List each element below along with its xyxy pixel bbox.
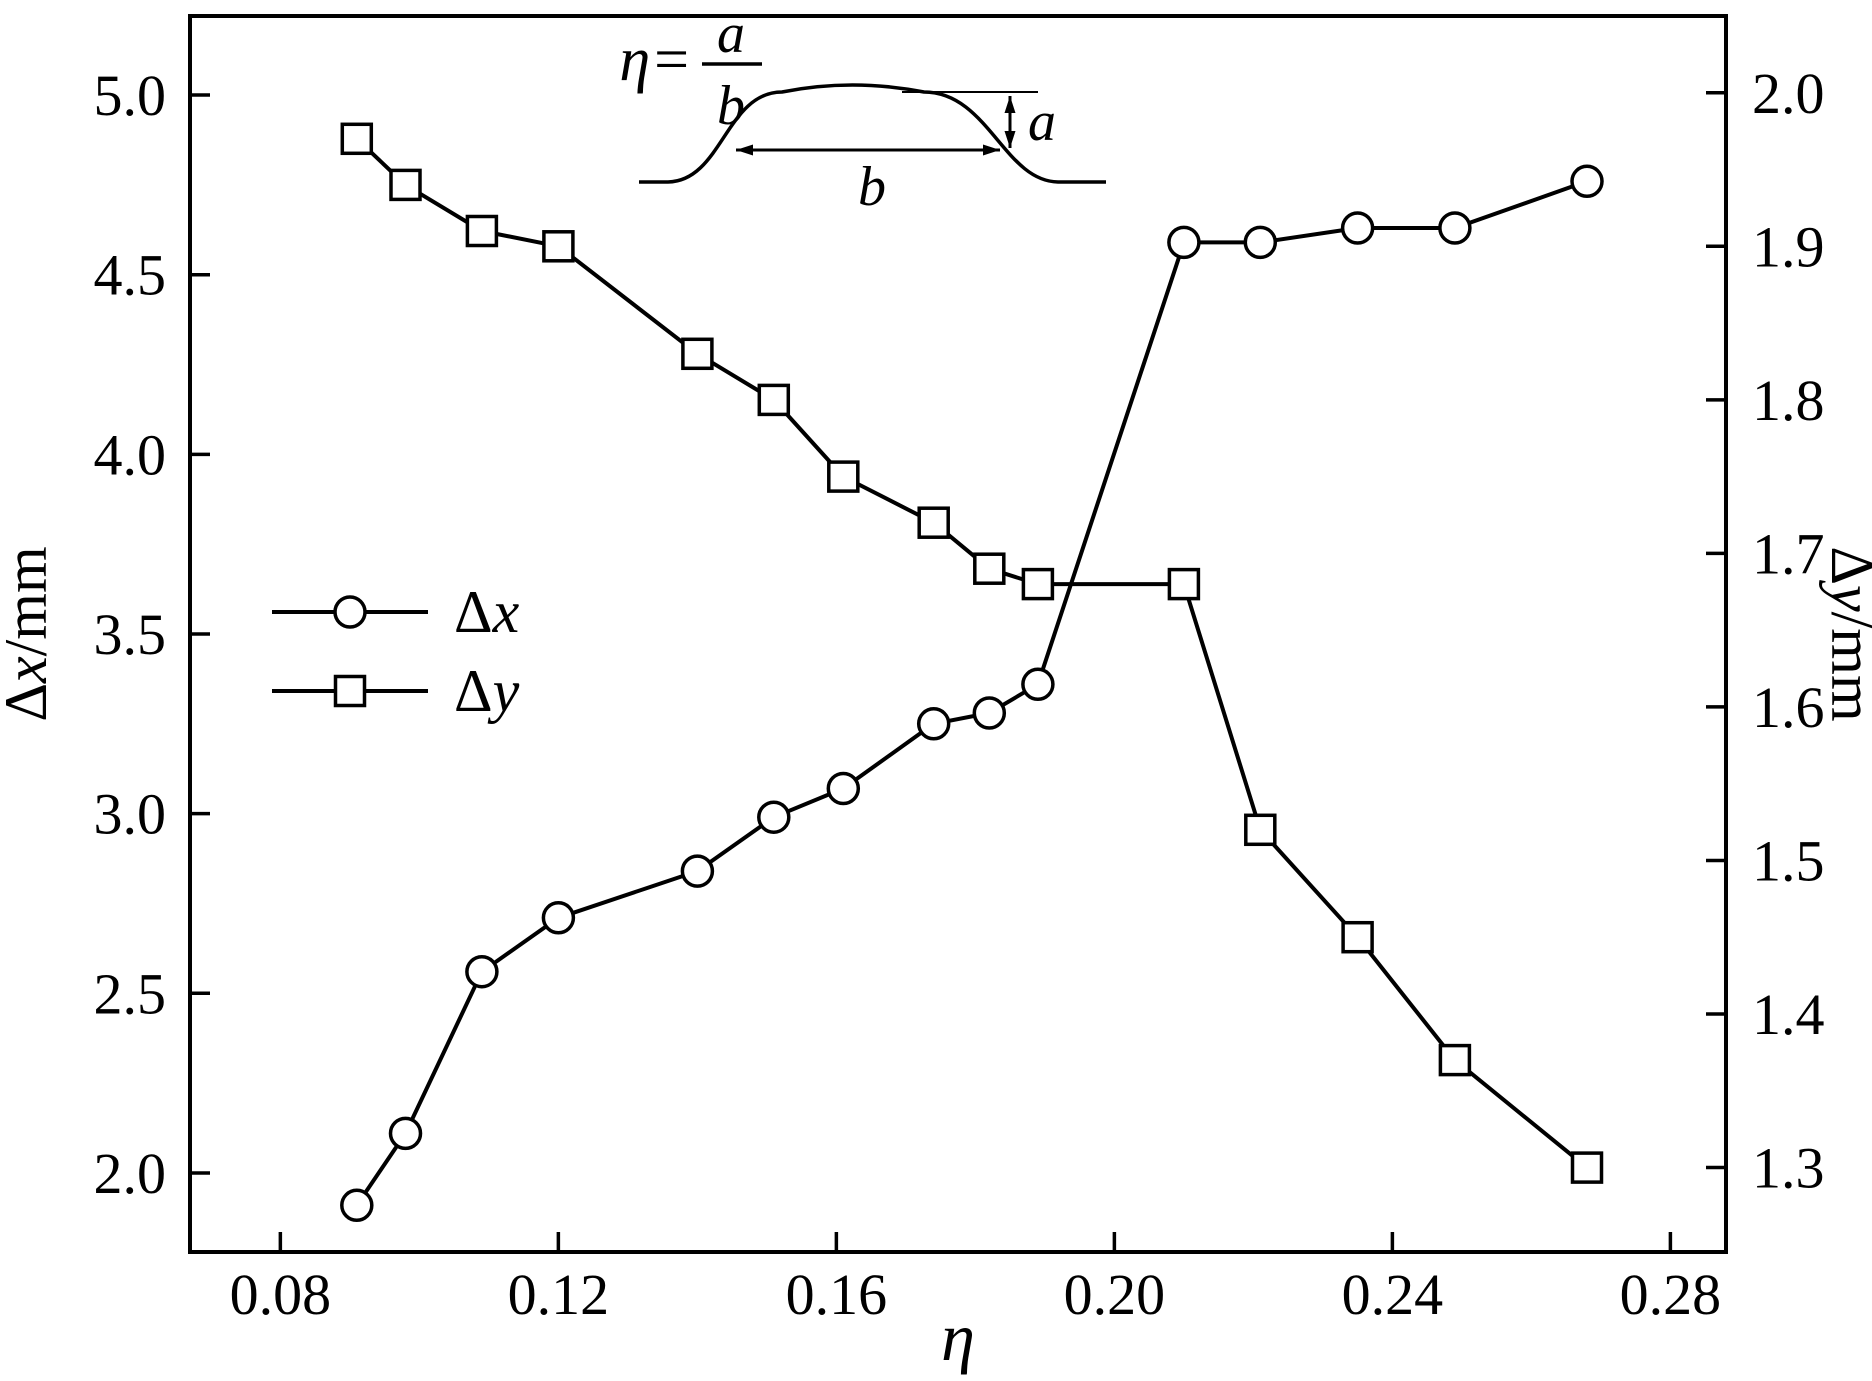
x-tick-label: 0.20 [1064,1262,1166,1327]
data-point-dx [388,1116,423,1151]
y-right-tick-label: 1.3 [1752,1136,1825,1201]
y-right-tick-label: 1.8 [1752,368,1825,433]
data-point-dy [757,383,791,417]
series-line-dy [355,137,1589,1170]
formula-eta-equals: η= [619,26,692,94]
data-point-dy [1570,1151,1604,1184]
y-left-tick-label: 3.0 [94,782,167,847]
arrowhead [736,144,753,156]
width-label: b [858,156,886,218]
width-arrow [736,144,1000,156]
data-point-dy [465,214,499,248]
data-point-dx [826,771,861,806]
x-tick-label: 0.16 [786,1262,888,1327]
data-point-dx [1340,211,1375,245]
series-line-dx [355,179,1588,1207]
y-right-tick-label: 2.0 [1752,61,1825,126]
y-left-tick-label: 2.5 [94,961,167,1026]
data-point-dy [340,122,374,156]
data-point-dy [1021,567,1055,601]
arrowhead [1004,131,1016,148]
legend: Δx Δy [272,579,520,724]
y-right-tick-label: 1.9 [1752,214,1825,279]
legend-marker-dy [333,674,367,708]
y-right-tick-label: 1.6 [1752,675,1825,740]
data-point-dx [972,696,1007,730]
y-left-tick-label: 4.0 [94,422,167,487]
height-arrow [1004,96,1016,148]
series [340,122,1604,1223]
data-point-dx [1438,211,1472,245]
data-point-dy [681,337,714,371]
data-point-dy [1167,567,1201,601]
x-axis-label: η [941,1299,975,1375]
arrowhead [983,144,1000,156]
data-point-dx [757,800,791,834]
x-tick-label: 0.24 [1342,1262,1444,1327]
data-point-dx [465,954,499,989]
data-point-dx [1570,164,1604,199]
inset-diagram: η= ab ab [619,3,1106,218]
axes: 0.08 0.12 0.16 0.20 0.24 0.28 2.0 2.5 3.0 3.5 4.0 4… [94,61,1825,1327]
y-right-tick-label: 1.5 [1752,828,1825,893]
plot-border [188,14,1728,1254]
y-right-tick-label: 1.7 [1752,521,1825,586]
y-left-tick-label: 4.5 [94,243,167,308]
data-point-dx [340,1188,374,1223]
y-right-axis-label: Δy/mm [1819,546,1872,721]
data-point-dx [541,901,576,935]
height-label: a [1028,91,1056,153]
data-point-dy [1341,920,1374,954]
data-point-dx [1021,667,1055,702]
fraction-numerator: a [717,3,745,65]
data-point-dx [680,854,715,888]
x-tick-label: 0.08 [230,1262,332,1327]
y-right-tick-label: 1.4 [1752,982,1825,1047]
data-point-dy [917,506,950,539]
y-left-tick-label: 5.0 [94,63,167,128]
data-point-dx [1243,225,1278,260]
legend-label-dy: Δy [454,658,520,724]
data-point-dy [389,168,422,202]
y-left-tick-label: 2.0 [94,1141,167,1206]
legend-label-dx: Δx [454,579,520,645]
arrowhead [1004,96,1016,113]
x-tick-label: 0.28 [1620,1262,1722,1327]
data-point-dy [973,552,1006,585]
x-tick-label: 0.12 [508,1262,610,1327]
data-point-dy [827,460,860,493]
data-point-dy [542,230,575,263]
bump-curve [639,83,1106,184]
y-left-tick-label: 3.5 [94,602,167,667]
legend-marker-dx [333,595,367,629]
data-point-dy [1244,813,1277,847]
data-point-dx [916,707,951,741]
data-point-dx [1167,225,1201,260]
data-point-dy [1438,1043,1472,1077]
y-left-axis-label: Δx/mm [0,546,59,721]
